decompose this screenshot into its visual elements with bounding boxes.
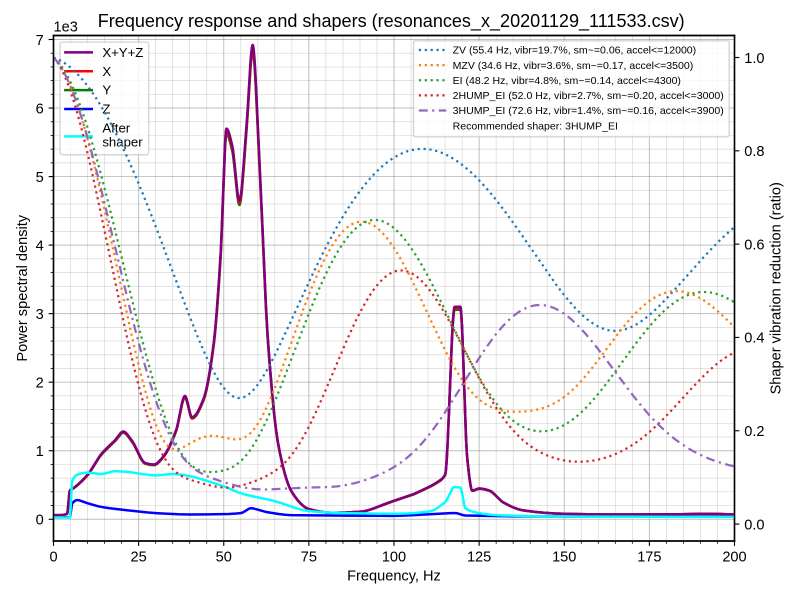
svg-text:100: 100 [382,549,406,565]
svg-text:25: 25 [131,549,147,565]
svg-text:2HUMP_EI (52.0 Hz, vibr=2.7%,: 2HUMP_EI (52.0 Hz, vibr=2.7%, sm~=0.20, … [453,90,724,102]
svg-text:0: 0 [49,549,57,565]
svg-text:Z: Z [102,102,110,117]
svg-text:7: 7 [36,33,44,49]
svg-text:0.8: 0.8 [744,144,764,160]
svg-text:0.2: 0.2 [744,424,764,440]
svg-text:50: 50 [216,549,232,565]
svg-text:Shaper vibration reduction (ra: Shaper vibration reduction (ratio) [769,182,785,394]
svg-text:175: 175 [637,549,661,565]
svg-text:2: 2 [36,375,44,391]
svg-text:EI (48.2 Hz, vibr=4.8%, sm~=0.: EI (48.2 Hz, vibr=4.8%, sm~=0.14, accel<… [453,75,681,87]
svg-text:4: 4 [36,238,44,254]
svg-text:0: 0 [36,513,44,529]
svg-text:Y: Y [102,83,111,98]
svg-text:3: 3 [36,307,44,323]
svg-text:0.4: 0.4 [744,331,764,347]
svg-text:X+Y+Z: X+Y+Z [102,45,143,60]
svg-text:1e3: 1e3 [54,19,78,35]
svg-text:125: 125 [467,549,491,565]
svg-text:0.0: 0.0 [744,517,764,533]
svg-text:3HUMP_EI (72.6 Hz, vibr=1.4%,: 3HUMP_EI (72.6 Hz, vibr=1.4%, sm~=0.16, … [453,105,724,117]
svg-text:6: 6 [36,101,44,117]
svg-text:MZV (34.6 Hz, vibr=3.6%, sm~=0: MZV (34.6 Hz, vibr=3.6%, sm~=0.17, accel… [453,60,694,72]
svg-text:1: 1 [36,444,44,460]
svg-text:5: 5 [36,170,44,186]
svg-text:200: 200 [722,549,746,565]
svg-text:shaper: shaper [102,135,143,150]
svg-text:0.6: 0.6 [744,237,764,253]
svg-text:Power spectral density: Power spectral density [15,214,31,361]
svg-text:1.0: 1.0 [744,51,764,67]
svg-text:X: X [102,64,111,79]
svg-text:Recommended shaper: 3HUMP_EI: Recommended shaper: 3HUMP_EI [453,120,618,132]
svg-text:75: 75 [301,549,317,565]
svg-text:Frequency response and shapers: Frequency response and shapers (resonanc… [98,11,685,32]
svg-text:ZV (55.4 Hz, vibr=19.7%, sm~=0: ZV (55.4 Hz, vibr=19.7%, sm~=0.06, accel… [453,45,697,57]
svg-text:150: 150 [552,549,576,565]
svg-text:Frequency, Hz: Frequency, Hz [347,568,441,584]
